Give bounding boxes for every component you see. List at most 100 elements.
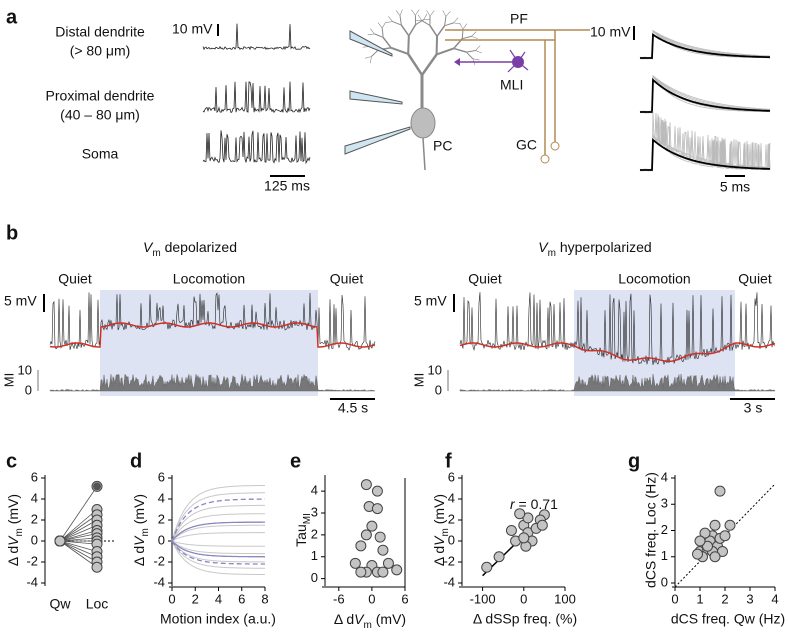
y-tick-label: 4 (31, 490, 38, 505)
point (699, 527, 711, 539)
phase-label: Quiet (330, 271, 364, 287)
y-tick-label: 4 (158, 490, 165, 505)
dendrite (400, 24, 410, 37)
dendrite (415, 9, 420, 16)
trace (639, 112, 771, 173)
row-label: Distal dendrite (55, 24, 145, 40)
y-tick-label: 4 (661, 469, 668, 484)
x-tick-label: 8 (261, 591, 268, 606)
label-part: (mV) (372, 611, 406, 627)
point (355, 540, 367, 552)
dendrite (399, 15, 402, 26)
point (536, 519, 548, 531)
cell-label: PF (510, 11, 528, 27)
scale-label: 4.5 s (338, 400, 368, 416)
x-tick-label: Loc (86, 596, 109, 612)
y-axis-label: dCS freq. Loc (Hz) (643, 472, 659, 588)
average-trace (640, 33, 770, 59)
point (481, 561, 493, 573)
y-tick-label: 1 (311, 548, 318, 563)
dendrite (395, 10, 401, 16)
trace (202, 23, 311, 51)
pipette (349, 30, 393, 57)
phase-label: Locomotion (618, 271, 690, 287)
dendrite (466, 49, 476, 53)
point (382, 557, 394, 569)
phase-label: Quiet (58, 271, 92, 287)
y-tick-label: -2 (153, 553, 165, 568)
point (514, 508, 526, 520)
annotation: r = 0.71 (510, 496, 558, 512)
fit-curve (171, 540, 265, 563)
cell-label: MLI (500, 77, 523, 93)
fit-curve (171, 504, 265, 542)
label-part: m (440, 528, 451, 536)
y-axis-label: Δ dVm (mV) (5, 494, 25, 566)
axon (422, 137, 426, 171)
locomotion-shade (574, 290, 735, 396)
dendrite (423, 13, 428, 20)
dendrite (370, 56, 372, 64)
panel-title: Vm hyperpolarized (538, 239, 651, 259)
point (714, 485, 726, 497)
y-tick-label: -4 (26, 574, 38, 589)
dendrite (429, 10, 435, 17)
mi-axis-label: MI (411, 373, 426, 387)
y-tick-label: 1 (661, 548, 668, 563)
x-tick-label: 2 (192, 591, 199, 606)
dendrite (367, 33, 375, 36)
x-tick-label: 6 (238, 591, 245, 606)
pair-line (59, 514, 98, 542)
dendrite (374, 33, 384, 38)
dendrite (421, 20, 431, 26)
dendrite (471, 31, 477, 37)
pair-line (59, 540, 98, 568)
label-part: m (14, 528, 25, 536)
fit-curve (171, 540, 265, 558)
dendrite (462, 23, 468, 30)
scale-label: 125 ms (264, 178, 310, 194)
phase-label: Locomotion (173, 271, 245, 287)
panel-label: g (628, 450, 640, 472)
point (724, 519, 736, 531)
row-label: (> 80 μm) (70, 43, 131, 59)
fit-curve (171, 524, 265, 542)
scale-label: 10 mV (590, 24, 631, 40)
label-part: Tau (293, 524, 309, 547)
dendrite (459, 23, 464, 30)
mli-dendrite (509, 49, 519, 63)
label-part: m (364, 620, 372, 631)
dendrite (390, 46, 409, 55)
dendrite (388, 16, 393, 22)
pair-line (59, 540, 98, 563)
label-part: Δ d (334, 611, 354, 627)
point (505, 525, 517, 536)
point (692, 548, 703, 560)
point (374, 531, 386, 543)
dendrite (429, 24, 438, 37)
x-tick-label: 6 (401, 591, 408, 606)
pair-line (59, 509, 98, 542)
point (719, 530, 731, 542)
pipette (349, 90, 403, 105)
average-trace (640, 77, 771, 113)
scale-label: 5 mV (4, 293, 37, 309)
y-tick-label: 6 (158, 469, 165, 484)
point (371, 503, 383, 515)
fit-curve (171, 540, 265, 575)
y-tick-label: -4 (443, 574, 455, 589)
mli-dendrite (507, 61, 519, 73)
y-tick-label: 0 (311, 570, 318, 585)
phase-label: Quiet (738, 271, 772, 287)
dendrite (377, 22, 383, 29)
dendrite (475, 45, 481, 51)
dendrite (465, 51, 474, 60)
dendrite (392, 21, 402, 26)
vm-smoothed (49, 322, 376, 348)
point (355, 566, 367, 578)
dendrite (399, 9, 403, 16)
dendrite (445, 11, 451, 17)
y-tick-label: 0 (661, 574, 668, 589)
point (360, 529, 372, 541)
fit-curve (171, 485, 265, 542)
